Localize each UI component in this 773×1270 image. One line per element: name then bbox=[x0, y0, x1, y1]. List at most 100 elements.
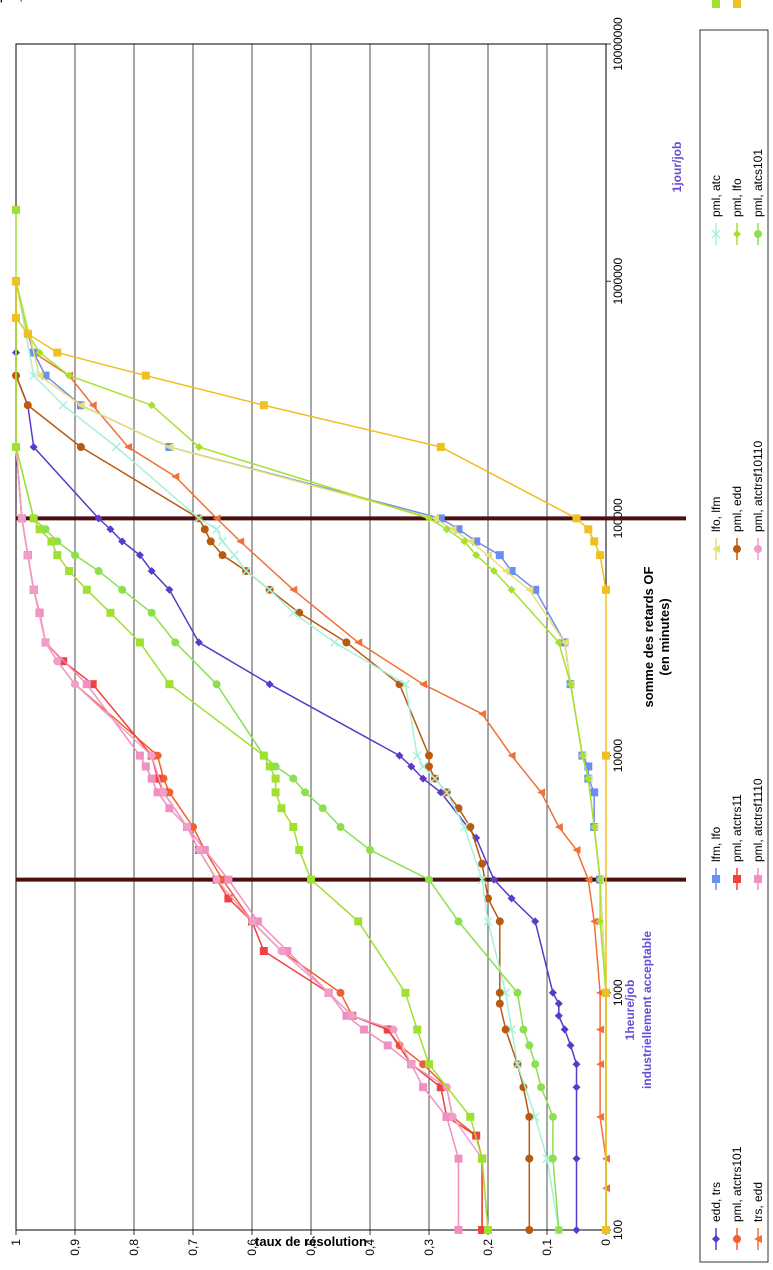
data-point bbox=[560, 1025, 569, 1034]
legend-item: edd, trs bbox=[709, 1182, 723, 1250]
data-point bbox=[29, 442, 38, 451]
data-point bbox=[194, 513, 204, 523]
data-point bbox=[590, 823, 599, 832]
data-point bbox=[442, 1112, 451, 1121]
legend-item: pml, atctrsf1110 bbox=[751, 778, 765, 890]
data-point bbox=[448, 1112, 457, 1121]
data-point bbox=[106, 525, 115, 534]
data-point bbox=[301, 788, 310, 797]
data-point bbox=[495, 988, 504, 997]
data-point bbox=[590, 537, 599, 546]
data-point bbox=[495, 999, 504, 1008]
data-point bbox=[283, 947, 292, 956]
series-pml-atc bbox=[11, 276, 564, 1235]
data-point bbox=[147, 401, 156, 410]
data-point bbox=[200, 845, 209, 854]
data-point bbox=[135, 751, 144, 760]
y-tick-label: 0,8 bbox=[127, 1239, 141, 1256]
data-point bbox=[324, 988, 333, 997]
data-point bbox=[153, 788, 162, 797]
data-point bbox=[342, 1011, 351, 1020]
data-point bbox=[554, 999, 563, 1008]
legend-item: pml, lfo bbox=[730, 178, 744, 245]
data-point bbox=[135, 551, 144, 560]
data-point bbox=[12, 205, 20, 214]
data-point bbox=[147, 751, 156, 760]
data-point bbox=[419, 774, 428, 783]
data-point bbox=[342, 638, 351, 647]
data-point bbox=[147, 567, 156, 576]
data-point bbox=[554, 638, 563, 647]
data-point bbox=[501, 1025, 510, 1034]
data-point bbox=[94, 567, 103, 576]
data-point bbox=[265, 585, 275, 595]
y-axis-title-visible: taux de résolution bbox=[255, 1234, 367, 1249]
data-point bbox=[135, 638, 144, 647]
data-point bbox=[525, 1041, 534, 1050]
data-point bbox=[141, 371, 150, 380]
y-tick-label: 0,2 bbox=[481, 1239, 495, 1256]
legend-label: pml, atctrsf10110 bbox=[751, 441, 765, 532]
data-point bbox=[513, 1059, 522, 1069]
data-point bbox=[590, 917, 599, 926]
data-point bbox=[271, 788, 280, 797]
data-point bbox=[383, 1041, 392, 1050]
data-point bbox=[525, 1112, 534, 1121]
data-point bbox=[425, 751, 433, 760]
data-point bbox=[412, 751, 422, 761]
data-point bbox=[106, 608, 115, 617]
data-point bbox=[525, 1226, 534, 1234]
data-point bbox=[400, 679, 410, 689]
x-axis-title-line1: somme des retards OF bbox=[641, 567, 656, 708]
series-pml-random bbox=[12, 277, 610, 1234]
data-point bbox=[241, 566, 251, 576]
x-tick-label: 1000 bbox=[611, 979, 625, 1006]
data-point bbox=[425, 514, 433, 523]
data-point bbox=[602, 988, 610, 997]
legend-label: pml, edd bbox=[730, 486, 744, 532]
data-point bbox=[501, 567, 510, 576]
data-point bbox=[82, 585, 91, 594]
data-point bbox=[542, 1154, 552, 1164]
data-point bbox=[566, 1041, 575, 1050]
data-point bbox=[23, 329, 32, 338]
data-point bbox=[537, 1083, 546, 1092]
legend-label: edd, trs bbox=[709, 1182, 723, 1222]
data-point bbox=[754, 1235, 762, 1243]
y-tick-label: 0,5 bbox=[304, 1239, 318, 1256]
data-point bbox=[165, 680, 174, 689]
series-pml-lfo bbox=[12, 277, 610, 1234]
data-point bbox=[537, 788, 546, 797]
data-point bbox=[754, 545, 762, 553]
data-point bbox=[754, 230, 762, 238]
legend-item: lfm, lfo bbox=[709, 826, 723, 890]
data-point bbox=[596, 875, 605, 884]
data-point bbox=[578, 751, 587, 760]
data-point bbox=[596, 551, 605, 560]
data-point bbox=[419, 680, 428, 689]
data-point bbox=[733, 875, 741, 883]
annotation-1heure-line1: 1heure/job bbox=[623, 980, 637, 1041]
legend-label: pml, atcs11 bbox=[0, 0, 61, 3]
data-point bbox=[430, 514, 439, 523]
y-tick-label: 0,6 bbox=[245, 1239, 259, 1256]
legend-label: lfm, lfo bbox=[709, 826, 723, 862]
data-point bbox=[454, 917, 463, 926]
data-point bbox=[354, 638, 363, 647]
data-point bbox=[596, 1112, 605, 1121]
data-point bbox=[212, 680, 221, 689]
data-point bbox=[407, 762, 416, 771]
data-point bbox=[572, 1154, 581, 1163]
data-point bbox=[88, 680, 97, 689]
data-point bbox=[141, 762, 150, 771]
data-point bbox=[389, 1025, 398, 1034]
data-point bbox=[478, 709, 487, 718]
data-point bbox=[165, 585, 174, 594]
x-tick-label: 10000 bbox=[611, 739, 625, 773]
data-point bbox=[531, 1060, 540, 1069]
series-line bbox=[15, 281, 560, 1231]
data-point bbox=[489, 567, 498, 576]
data-point bbox=[572, 845, 581, 854]
data-point bbox=[183, 823, 192, 832]
